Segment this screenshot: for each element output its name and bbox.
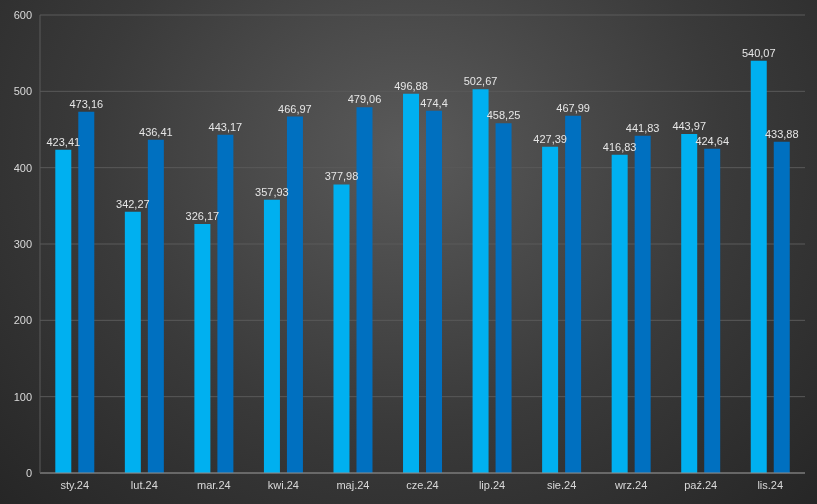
svg-text:458,25: 458,25 <box>487 109 521 121</box>
svg-text:mar.24: mar.24 <box>197 479 231 491</box>
svg-text:cze.24: cze.24 <box>406 479 438 491</box>
svg-text:427,39: 427,39 <box>533 133 567 145</box>
svg-text:0: 0 <box>26 467 32 479</box>
svg-text:502,67: 502,67 <box>464 75 498 87</box>
svg-text:433,88: 433,88 <box>765 128 799 140</box>
svg-text:467,99: 467,99 <box>556 102 590 114</box>
svg-text:466,97: 466,97 <box>278 103 312 115</box>
svg-text:500: 500 <box>14 85 32 97</box>
svg-text:342,27: 342,27 <box>116 198 150 210</box>
svg-text:423,41: 423,41 <box>46 136 80 148</box>
svg-text:maj.24: maj.24 <box>336 479 369 491</box>
svg-text:424,64: 424,64 <box>695 135 729 147</box>
svg-text:540,07: 540,07 <box>742 47 776 59</box>
svg-text:416,83: 416,83 <box>603 141 637 153</box>
svg-text:441,83: 441,83 <box>626 122 660 134</box>
svg-text:kwi.24: kwi.24 <box>268 479 299 491</box>
svg-text:sty.24: sty.24 <box>61 479 90 491</box>
svg-text:443,97: 443,97 <box>672 120 706 132</box>
svg-text:100: 100 <box>14 391 32 403</box>
svg-text:lut.24: lut.24 <box>131 479 158 491</box>
svg-text:436,41: 436,41 <box>139 126 173 138</box>
svg-text:lip.24: lip.24 <box>479 479 505 491</box>
svg-text:400: 400 <box>14 162 32 174</box>
svg-text:357,93: 357,93 <box>255 186 289 198</box>
svg-text:wrz.24: wrz.24 <box>614 479 647 491</box>
svg-text:600: 600 <box>14 9 32 21</box>
svg-text:443,17: 443,17 <box>209 121 243 133</box>
svg-text:474,4: 474,4 <box>420 97 448 109</box>
svg-text:473,16: 473,16 <box>69 98 103 110</box>
svg-text:sie.24: sie.24 <box>547 479 576 491</box>
svg-text:lis.24: lis.24 <box>757 479 783 491</box>
svg-text:300: 300 <box>14 238 32 250</box>
svg-text:479,06: 479,06 <box>348 93 382 105</box>
svg-text:326,17: 326,17 <box>186 210 220 222</box>
svg-text:200: 200 <box>14 314 32 326</box>
svg-text:496,88: 496,88 <box>394 80 428 92</box>
svg-text:paź.24: paź.24 <box>684 479 717 491</box>
svg-text:377,98: 377,98 <box>325 170 359 182</box>
